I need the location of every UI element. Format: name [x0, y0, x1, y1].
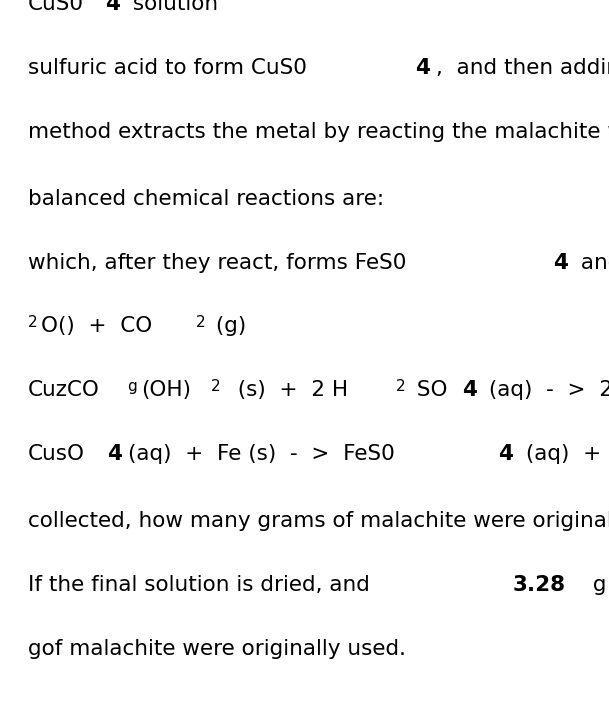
Text: (aq)  -  >  2 CuSO: (aq) - > 2 CuSO [482, 380, 609, 400]
Text: solution: solution [126, 0, 219, 14]
Text: 2: 2 [195, 315, 205, 330]
Text: CuzCO: CuzCO [28, 380, 100, 400]
Text: (OH): (OH) [141, 380, 191, 400]
Text: gof malachite were originally used.: gof malachite were originally used. [28, 639, 406, 659]
Text: and copper metal. The: and copper metal. The [574, 252, 609, 272]
Text: 4: 4 [554, 252, 568, 272]
Text: 2: 2 [396, 379, 406, 394]
Text: sulfuric acid to form CuS0: sulfuric acid to form CuS0 [28, 58, 307, 78]
Text: 4: 4 [462, 380, 477, 400]
Text: 4: 4 [107, 444, 122, 464]
Text: method extracts the metal by reacting the malachite with: method extracts the metal by reacting th… [28, 122, 609, 142]
Text: ,  and then adding iron to the: , and then adding iron to the [436, 58, 609, 78]
Text: balanced chemical reactions are:: balanced chemical reactions are: [28, 189, 384, 209]
Text: (aq)  +  Fe (s)  -  >  FeS0: (aq) + Fe (s) - > FeS0 [128, 444, 395, 464]
Text: O()  +  CO: O() + CO [41, 317, 152, 337]
Text: collected, how many grams of malachite were originally used?: collected, how many grams of malachite w… [28, 511, 609, 531]
Text: which, after they react, forms FeS0: which, after they react, forms FeS0 [28, 252, 406, 272]
Text: CuS0: CuS0 [28, 0, 84, 14]
Text: SO: SO [410, 380, 447, 400]
Text: (g): (g) [209, 317, 246, 337]
Text: 2: 2 [28, 315, 37, 330]
Text: CusO: CusO [28, 444, 85, 464]
Text: 3.28: 3.28 [512, 575, 565, 595]
Text: 4: 4 [498, 444, 513, 464]
Text: (aq)  +  Cu (s): (aq) + Cu (s) [519, 444, 609, 464]
Text: If the final solution is dried, and: If the final solution is dried, and [28, 575, 376, 595]
Text: 4: 4 [415, 58, 430, 78]
Text: 2: 2 [211, 379, 220, 394]
Text: g of iron sulfate is: g of iron sulfate is [586, 575, 609, 595]
Text: (s)  +  2 H: (s) + 2 H [224, 380, 348, 400]
Text: g: g [128, 379, 138, 394]
Text: 4: 4 [105, 0, 121, 14]
